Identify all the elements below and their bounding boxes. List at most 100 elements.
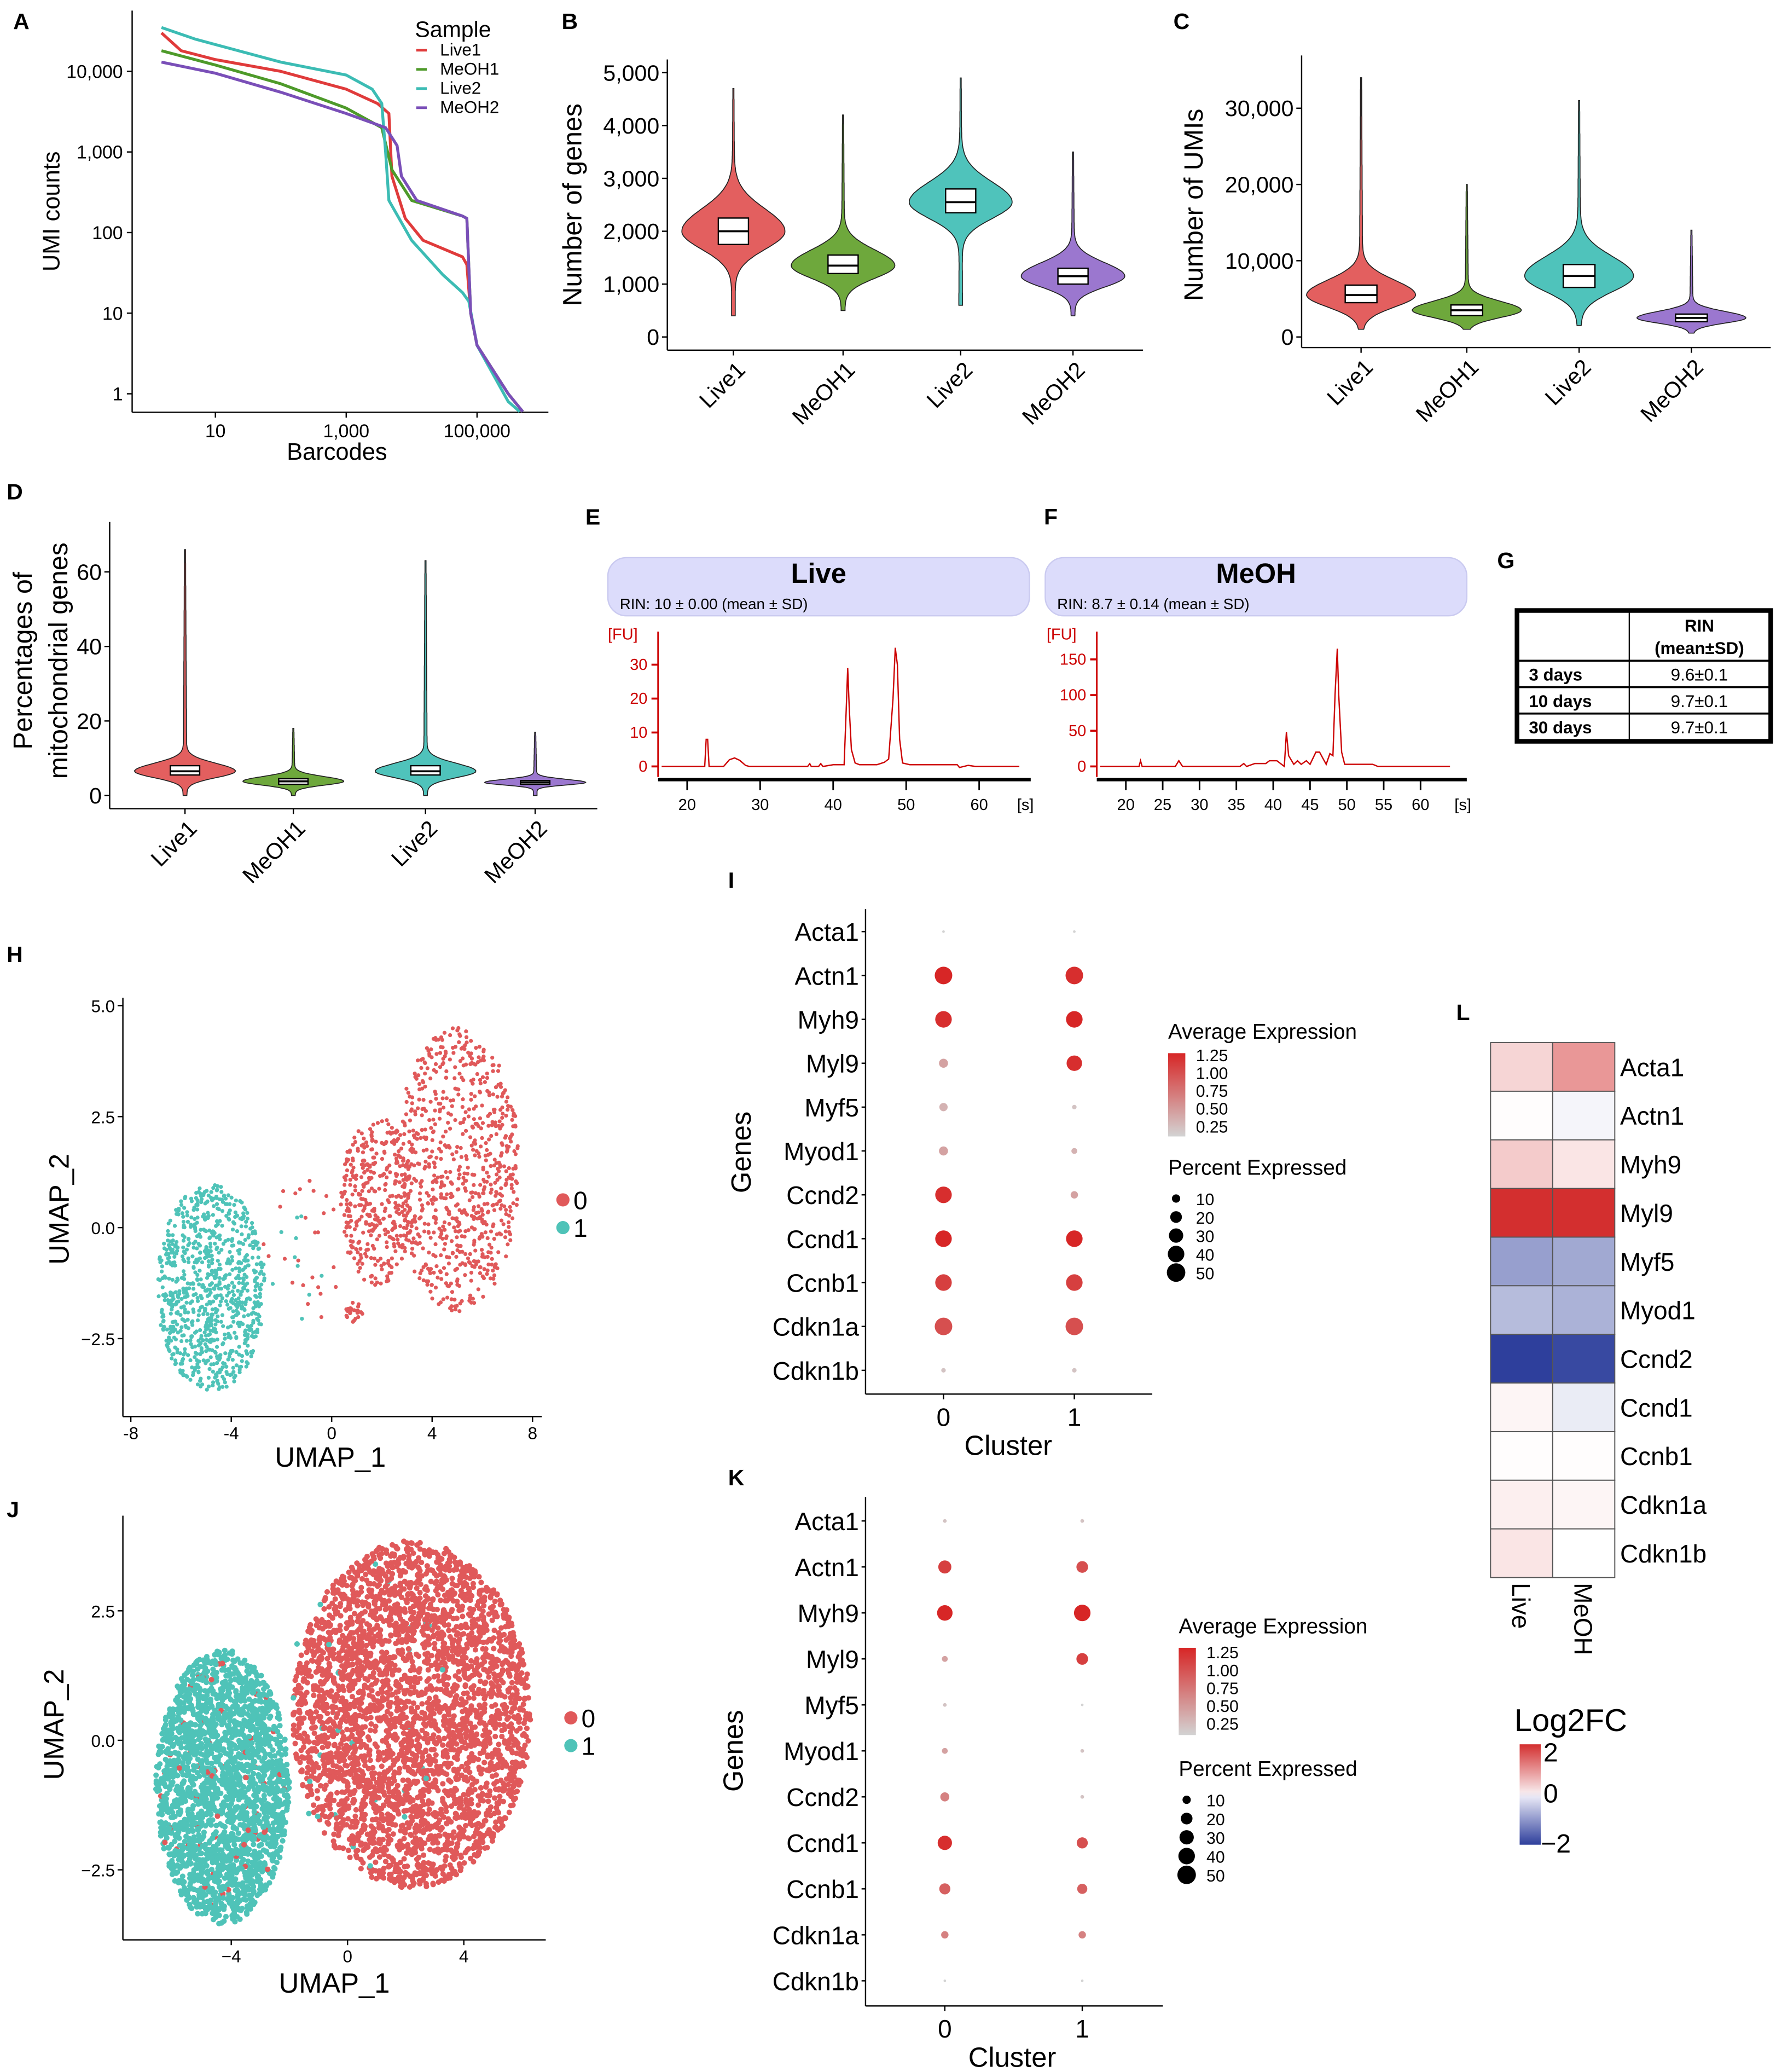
cell-point-cluster-0: [422, 1166, 427, 1171]
cell-point-cluster-1: [185, 1317, 190, 1322]
cell-point-cluster-0: [391, 1774, 397, 1781]
cell-point-cluster-1: [175, 1248, 179, 1253]
y-tick-label: 0: [647, 325, 659, 350]
cell-point-cluster-0: [492, 1122, 496, 1127]
cell-point-cluster-1: [194, 1257, 199, 1262]
cell-point-cluster-1: [189, 1342, 193, 1346]
cell-point-cluster-0: [469, 1056, 474, 1061]
cell-point-cluster-1: [210, 1197, 214, 1201]
cell-point-cluster-0: [479, 1126, 483, 1131]
cell-point-cluster-1: [231, 1319, 236, 1324]
legend-label: Live2: [440, 78, 481, 97]
cell-point-cluster-0: [345, 1202, 349, 1206]
cell-point-cluster-1: [180, 1371, 184, 1376]
cell-point-cluster-0: [394, 1203, 399, 1208]
cell-point-cluster-0: [419, 1184, 423, 1189]
cell-point-cluster-1: [204, 1654, 210, 1660]
cell-point-cluster-0: [352, 1136, 357, 1140]
cell-point-cluster-1: [233, 1330, 237, 1335]
cell-point-cluster-0: [489, 1182, 493, 1187]
cell-point-cluster-0: [399, 1257, 404, 1261]
cell-point-cluster-0: [414, 1076, 419, 1081]
cell-point-cluster-1: [169, 1261, 173, 1266]
y-tick-label: 100: [1060, 687, 1086, 704]
cell-point-cluster-0: [430, 1138, 434, 1142]
cell-point-cluster-0: [458, 1263, 462, 1267]
cell-point-cluster-0: [439, 1156, 443, 1161]
cell-point-cluster-0: [495, 1266, 500, 1271]
cell-point-cluster-0: [438, 1107, 443, 1112]
cell-point-cluster-0: [411, 1133, 416, 1138]
cell-point-cluster-1: [245, 1786, 251, 1792]
cell-point-cluster-0: [356, 1191, 361, 1196]
violin-meoh1: [791, 114, 896, 311]
cell-point-cluster-0: [408, 1781, 414, 1787]
cell-point-cluster-0: [507, 1166, 511, 1171]
cell-point-cluster-0: [433, 1062, 438, 1067]
cell-point-cluster-0: [428, 1076, 433, 1081]
cell-point-cluster-0: [463, 1110, 468, 1114]
cell-point-cluster-0: [367, 1664, 373, 1670]
cell-point-cluster-1: [213, 1294, 217, 1299]
cell-point-cluster-0: [403, 1165, 408, 1169]
cell-point-cluster-1: [230, 1267, 235, 1272]
cell-point-cluster-0: [322, 1767, 328, 1773]
cell-point-cluster-1: [223, 1351, 228, 1356]
y-tick-label: 0: [89, 783, 102, 808]
cell-point-cluster-1: [179, 1297, 184, 1301]
cell-point-cluster-0: [445, 1295, 450, 1300]
x-axis-unit: [s]: [1017, 796, 1034, 814]
cell-point-cluster-0: [437, 1226, 442, 1231]
cell-point-cluster-0: [433, 1208, 438, 1213]
cell-point-cluster-0: [382, 1172, 386, 1176]
cell-point-cluster-0: [373, 1723, 379, 1729]
cell-point-cluster-0: [432, 1165, 437, 1170]
cell-point-cluster-0: [307, 1179, 312, 1183]
cell-point-cluster-1: [232, 1222, 237, 1226]
cell-point-cluster-1: [253, 1288, 258, 1293]
cell-point-cluster-0: [386, 1278, 391, 1283]
cell-point-cluster-1: [184, 1247, 189, 1252]
cell-point-cluster-0: [428, 1271, 433, 1276]
cell-point-cluster-0: [381, 1851, 387, 1857]
cell-point-cluster-1: [230, 1357, 235, 1362]
cell-point-cluster-0: [368, 1127, 373, 1131]
cell-point-cluster-0: [431, 1129, 436, 1133]
cell-point-cluster-1: [191, 1310, 196, 1315]
cell-point-cluster-0: [393, 1153, 397, 1157]
cell-point-cluster-1: [190, 1254, 195, 1259]
cell-point-cluster-0: [401, 1836, 407, 1842]
cell-point-cluster-1: [245, 1281, 249, 1286]
cell-point-cluster-0: [499, 1218, 504, 1223]
cell-point-cluster-0: [434, 1069, 438, 1074]
fluorescence-trace: [661, 647, 1020, 768]
cell-point-cluster-1: [251, 1330, 256, 1335]
cell-point-cluster-1: [224, 1364, 229, 1369]
cell-point-cluster-1: [208, 1761, 214, 1767]
cell-point-cluster-0: [505, 1781, 511, 1787]
cell-point-cluster-0: [441, 1297, 445, 1301]
panel-letter: B: [561, 9, 578, 34]
cell-point-cluster-0: [490, 1257, 494, 1261]
cell-point-cluster-0: [446, 1120, 450, 1125]
cell-point-cluster-0: [394, 1209, 399, 1214]
cell-point-cluster-0: [321, 1606, 327, 1612]
cell-point-cluster-1: [169, 1339, 173, 1343]
cell-point-cluster-1: [239, 1224, 243, 1229]
cell-point-cluster-0: [404, 1112, 409, 1116]
cell-point-cluster-0: [314, 1622, 320, 1628]
cell-point-cluster-1: [162, 1756, 169, 1763]
cell-point-cluster-1: [175, 1322, 179, 1327]
cell-point-cluster-1: [177, 1206, 181, 1211]
cell-point-cluster-1: [205, 1303, 209, 1307]
cell-point-cluster-0: [419, 1136, 423, 1141]
cell-point-cluster-0: [455, 1282, 460, 1287]
cell-point-cluster-1: [225, 1303, 230, 1307]
cell-point-cluster-0: [400, 1209, 404, 1214]
cell-point-cluster-0: [364, 1201, 369, 1205]
cell-point-cluster-0: [487, 1112, 492, 1116]
cell-point-cluster-1: [192, 1205, 196, 1210]
cell-point-cluster-1: [181, 1238, 186, 1243]
cell-point-cluster-1: [196, 1365, 201, 1370]
cell-point-cluster-0: [413, 1071, 417, 1076]
